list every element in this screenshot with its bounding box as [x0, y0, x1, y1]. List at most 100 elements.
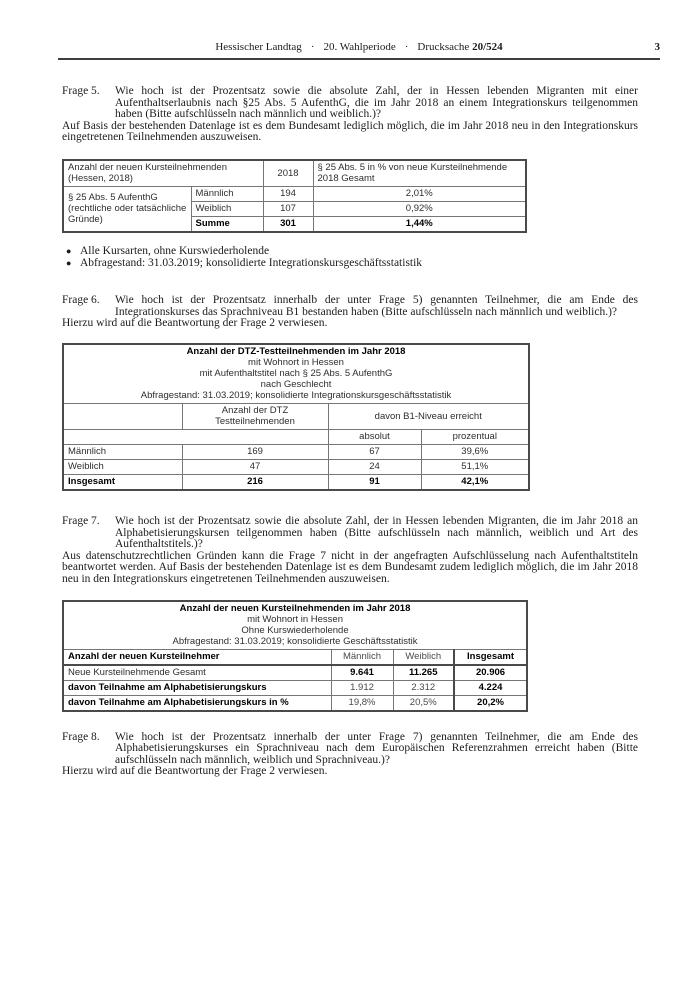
table3-row1-label: davon Teilnahme am Alphabetisierungskurs: [62, 679, 332, 696]
question-7-label: Frage 7.: [62, 514, 100, 527]
table-alphabetisierung: Anzahl der neuen Kursteilnehmenden im Ja…: [62, 599, 529, 712]
question-5-text: Wie hoch ist der Prozentsatz sowie die a…: [115, 85, 638, 121]
table2-row2-label: Insgesamt: [62, 473, 183, 491]
table-row: Anzahl der neuen Kursteilnehmenden (Hess…: [62, 159, 527, 187]
table3-row2-m: 19,8%: [330, 694, 394, 711]
table2-row0-label: Männlich: [62, 443, 183, 460]
answer-8-paragraph: Hierzu wird auf die Beantwortung der Fra…: [62, 765, 328, 778]
question-8: Frage 8. Wie hoch ist der Prozentsatz in…: [62, 730, 638, 767]
table-row: § 25 Abs. 5 AufenthG (rechtliche oder ta…: [62, 185, 527, 233]
header-doc-number: 20/524: [472, 41, 503, 53]
table-row: Anzahl der neuen Kursteilnehmenden im Ja…: [62, 600, 528, 650]
table3-row1-w: 2.312: [392, 679, 455, 696]
question-7: Frage 7. Wie hoch ist der Prozentsatz so…: [62, 514, 638, 551]
table-new-participants-2018: Anzahl der neuen Kursteilnehmenden (Hess…: [62, 158, 527, 233]
table-row: Anzahl der DTZ Testteilnehmenden davon B…: [62, 402, 530, 430]
table-row: Weiblich 47 24 51,1%: [62, 458, 530, 475]
table2-row1-prozentual: 51,1%: [420, 458, 530, 475]
table1-row2-pct: 1,44%: [312, 215, 527, 233]
table3-row2-label: davon Teilnahme am Alphabetisierungskurs…: [62, 694, 332, 711]
table1-row1-value: 107: [262, 200, 314, 217]
table2-row1-label: Weiblich: [62, 458, 183, 475]
table1-header-pct: § 25 Abs. 5 in % von neue Kursteilnehmen…: [312, 159, 527, 187]
header-period: 20. Wahlperiode: [323, 41, 396, 53]
table3-title-line: Abfragestand: 31.03.2019; konsolidierte …: [172, 636, 418, 647]
table2-row1-count: 47: [181, 458, 329, 475]
table-row: davon Teilnahme am Alphabetisierungskurs…: [62, 694, 528, 711]
table1-row1-pct: 0,92%: [312, 200, 527, 217]
question-8-text: Wie hoch ist der Prozentsatz innerhalb d…: [115, 730, 638, 766]
list-item: ● Alle Kursarten, ohne Kurswiederholende: [62, 244, 638, 258]
question-5: Frage 5. Wie hoch ist der Prozentsatz so…: [62, 85, 638, 121]
table2-title-line: Anzahl der DTZ-Testteilnehmenden im Jahr…: [186, 346, 406, 358]
table-row-total: Insgesamt 216 91 42,1%: [62, 473, 530, 491]
table-row: Männlich 169 67 39,6%: [62, 443, 530, 460]
answer-5-paragraph: Auf Basis der bestehenden Datenlage ist …: [62, 119, 638, 144]
table2-subheader-prozentual: prozentual: [420, 428, 530, 445]
table2-row0-prozentual: 39,6%: [420, 443, 530, 460]
bullet-icon: ●: [66, 245, 72, 256]
table3-row0-w: 11.265: [392, 664, 455, 681]
table2-row2-count: 216: [181, 473, 329, 491]
table-row: absolut prozentual: [62, 428, 530, 445]
table1-header-year: 2018: [262, 159, 314, 187]
table3-row0-m: 9.641: [330, 664, 394, 681]
table2-b1-header: davon B1-Niveau erreicht: [327, 402, 530, 430]
table3-row0-total: 20.906: [452, 664, 528, 681]
table2-title-line: mit Wohnort in Hessen: [248, 357, 344, 369]
table-row-total: Summe 301 1,44%: [63, 215, 527, 233]
question-6-text: Wie hoch ist der Prozentsatz innerhalb d…: [115, 294, 638, 318]
table2-empty-cell: [62, 428, 329, 445]
table3-header-label: Anzahl der neuen Kursteilnehmer: [62, 648, 332, 666]
header-separator: ·: [310, 41, 315, 53]
table1-group-label: § 25 Abs. 5 AufenthG (rechtliche oder ta…: [62, 185, 192, 233]
table1-row1-label: Weiblich: [190, 200, 264, 217]
question-6: Frage 6. Wie hoch ist der Prozentsatz in…: [62, 294, 638, 318]
table1-row0-value: 194: [262, 185, 314, 202]
table2-count-header: Anzahl der DTZ Testteilnehmenden: [181, 402, 329, 430]
header-separator: ·: [404, 41, 409, 53]
table2-row0-count: 169: [181, 443, 329, 460]
table3-title-line: mit Wohnort in Hessen: [247, 614, 343, 625]
table2-row0-absolut: 67: [327, 443, 422, 460]
bullet-text: Abfragestand: 31.03.2019; konsolidierte …: [80, 256, 423, 269]
table-row: Anzahl der DTZ-Testteilnehmenden im Jahr…: [62, 343, 530, 404]
list-item: ● Abfragestand: 31.03.2019; konsolidiert…: [62, 256, 638, 270]
header-publisher: Hessischer Landtag: [215, 41, 302, 53]
table2-row2-absolut: 91: [327, 473, 422, 491]
table2-title: Anzahl der DTZ-Testteilnehmenden im Jahr…: [62, 343, 530, 404]
question-7-text: Wie hoch ist der Prozentsatz sowie die a…: [115, 514, 638, 551]
table-row: Neue Kursteilnehmende Gesamt 9.641 11.26…: [62, 664, 528, 681]
table2-empty-cell: [62, 402, 183, 430]
table3-row1-total: 4.224: [452, 679, 528, 696]
table3-row0-label: Neue Kursteilnehmende Gesamt: [62, 664, 332, 681]
table1-row2-label: Summe: [190, 215, 264, 233]
table1-row2-value: 301: [262, 215, 314, 233]
bullet-icon: ●: [66, 257, 72, 268]
page-header: Hessischer Landtag · 20. Wahlperiode · Druck…: [58, 41, 660, 60]
table-dtz-results: Anzahl der DTZ-Testteilnehmenden im Jahr…: [62, 342, 531, 491]
table3-title-line: Anzahl der neuen Kursteilnehmenden im Ja…: [179, 603, 411, 614]
question-5-label: Frage 5.: [62, 85, 100, 97]
table2-title-line: Abfragestand: 31.03.2019; konsolidierte …: [140, 390, 452, 402]
header-line: Hessischer Landtag · 20. Wahlperiode · Druck…: [58, 41, 660, 54]
table2-title-line: mit Aufenthaltstitel nach § 25 Abs. 5 Au…: [199, 368, 393, 380]
table3-row2-w: 20,5%: [392, 694, 455, 711]
table3-row2-total: 20,2%: [452, 694, 528, 711]
question-6-label: Frage 6.: [62, 294, 100, 307]
answer-6-paragraph: Hierzu wird auf die Beantwortung der Fra…: [62, 317, 328, 330]
table3-title-line: Ohne Kurswiederholende: [241, 625, 349, 636]
table2-title-line: nach Geschlecht: [260, 379, 332, 391]
table3-header-m: Männlich: [330, 648, 394, 666]
header-doc-label: Drucksache: [417, 41, 470, 53]
bullet-text: Alle Kursarten, ohne Kurswiederholende: [80, 244, 270, 257]
table2-row1-absolut: 24: [327, 458, 422, 475]
table1-row0-pct: 2,01%: [312, 185, 527, 202]
page-number: 3: [654, 41, 661, 53]
table3-row1-m: 1.912: [330, 679, 394, 696]
table3-header-w: Weiblich: [392, 648, 455, 666]
table2-row2-prozentual: 42,1%: [420, 473, 530, 491]
table-row: davon Teilnahme am Alphabetisierungskurs…: [62, 679, 528, 696]
table3-title: Anzahl der neuen Kursteilnehmenden im Ja…: [62, 600, 528, 650]
table1-row0-label: Männlich: [190, 185, 264, 202]
